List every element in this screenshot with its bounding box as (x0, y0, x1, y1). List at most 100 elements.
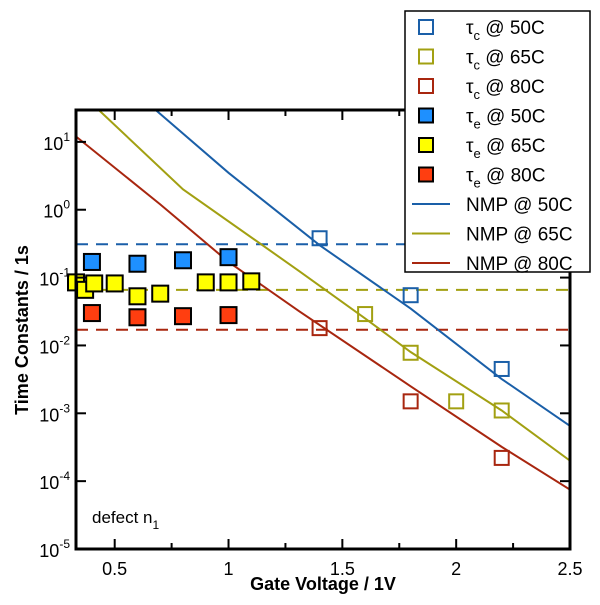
legend-sub: c (474, 28, 481, 43)
legend-rest: @ 80C (480, 77, 545, 98)
y-tick-exponent: -5 (59, 537, 70, 551)
data-point-open (311, 230, 328, 247)
data-point-filled (196, 273, 215, 292)
legend-sub: c (474, 58, 481, 73)
legend-sym: τ (466, 48, 474, 69)
legend-rest: @ 80C (481, 166, 546, 187)
legend-marker-open (418, 48, 434, 65)
series-line-6 (155, 110, 570, 427)
legend-marker-open (418, 19, 434, 35)
y-axis-label: Time Constants / 1s (12, 245, 32, 415)
data-point-filled (128, 308, 147, 327)
legend-label: NMP @ 65C (466, 225, 573, 246)
data-point-filled (128, 287, 147, 306)
x-tick-label: 1 (224, 559, 234, 579)
y-tick-exponent: -4 (59, 469, 70, 483)
data-point-filled (128, 254, 147, 273)
y-tick-label: 10-5 (39, 537, 70, 561)
y-tick-base: 10 (39, 541, 59, 561)
data-point-filled (219, 248, 238, 267)
data-point-filled (82, 304, 101, 323)
data-point-open (402, 393, 419, 410)
y-tick-base: 10 (43, 134, 63, 154)
data-point-filled (242, 272, 261, 291)
x-tick-label: 2 (451, 559, 461, 579)
legend-sub: e (474, 176, 481, 191)
legend-rest: @ 50C (481, 107, 546, 128)
y-tick-base: 10 (39, 405, 59, 425)
legend-sym: τ (466, 18, 474, 39)
y-tick-label: 101 (43, 130, 70, 154)
data-point-open (493, 360, 510, 377)
data-point-filled (85, 274, 104, 293)
legend-label: NMP @ 80C (466, 254, 573, 275)
y-tick-exponent: -3 (59, 401, 70, 415)
y-tick-label: 10-3 (39, 401, 70, 425)
data-point-filled (219, 306, 238, 325)
legend-label: NMP @ 50C (466, 195, 573, 216)
x-tick-label: 0.5 (102, 559, 127, 579)
y-tick-exponent: 0 (63, 198, 70, 212)
legend-rest: @ 65C (481, 136, 546, 157)
data-point-filled (173, 307, 192, 326)
data-point-filled (219, 273, 238, 292)
legend-marker-filled (418, 166, 434, 183)
y-tick-label: 100 (43, 198, 70, 222)
legend-marker-open (418, 78, 434, 94)
data-point-open (493, 402, 510, 419)
data-point-filled (105, 274, 124, 293)
legend-sub: e (474, 117, 481, 132)
x-axis-label: Gate Voltage / 1V (250, 574, 396, 594)
x-tick-label: 1.5 (330, 559, 355, 579)
data-point-filled (82, 252, 101, 271)
defect-annotation: defect n1 (92, 508, 160, 532)
legend-sym: τ (466, 136, 474, 157)
series-line-7 (98, 110, 570, 462)
y-tick-base: 10 (39, 270, 59, 290)
y-tick-exponent: -2 (59, 333, 70, 347)
legend-marker-filled (418, 137, 434, 153)
data-point-open (493, 449, 510, 466)
data-point-open (357, 306, 374, 323)
legend-rest: @ 50C (480, 18, 545, 39)
legend-box (404, 10, 591, 273)
x-tick-label: 2.5 (557, 559, 582, 579)
y-tick-base: 10 (43, 202, 63, 222)
legend-sym: τ (466, 77, 474, 98)
legend-rest: NMP @ 80C (466, 254, 573, 275)
data-point-filled (173, 251, 192, 270)
data-point-open (448, 393, 465, 410)
y-tick-exponent: 1 (63, 130, 70, 144)
y-tick-label: 10-1 (39, 266, 70, 290)
legend-label: τe @ 65C (466, 136, 545, 161)
legend-sub: e (474, 146, 481, 161)
data-point-open (402, 287, 419, 304)
legend-marker-filled (418, 107, 434, 124)
y-tick-base: 10 (39, 337, 59, 357)
legend-rest: @ 65C (480, 48, 545, 69)
legend-sym: τ (466, 166, 474, 187)
legend-rest: NMP @ 65C (466, 225, 573, 246)
plot-area (67, 110, 570, 491)
data-point-open (402, 344, 419, 361)
data-point-filled (151, 284, 170, 303)
plot-frame (74, 108, 572, 551)
y-tick-exponent: -1 (59, 266, 70, 280)
legend-label: τe @ 80C (466, 166, 545, 191)
legend-label: τe @ 50C (466, 107, 545, 132)
y-tick-label: 10-2 (39, 333, 70, 357)
legend-label: τc @ 65C (466, 48, 545, 73)
y-tick-base: 10 (39, 473, 59, 493)
legend-sym: τ (466, 107, 474, 128)
series-line-8 (76, 135, 570, 491)
data-point-open (311, 320, 328, 337)
legend-rest: NMP @ 50C (466, 195, 573, 216)
legend-sub: c (474, 87, 481, 102)
legend-label: τc @ 50C (466, 18, 545, 43)
y-tick-label: 10-4 (39, 469, 70, 493)
legend-label: τc @ 80C (466, 77, 545, 102)
